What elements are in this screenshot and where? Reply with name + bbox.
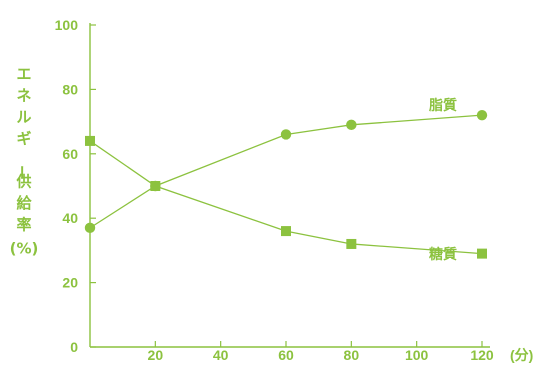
data-point-square <box>346 238 357 249</box>
y-tick-label: 100 <box>55 17 79 33</box>
y-tick-label: 40 <box>62 210 78 226</box>
y-tick-label: 60 <box>62 146 78 162</box>
data-point-square <box>85 135 95 146</box>
x-tick-label: 60 <box>278 347 294 363</box>
data-point-square <box>281 226 291 237</box>
x-tick-label: 20 <box>148 347 164 363</box>
y-tick-label: 80 <box>62 81 78 97</box>
x-tick-label: 120 <box>470 347 494 363</box>
y-axis-title: エネルギー供給率(%) <box>10 65 39 258</box>
y-tick-label: 20 <box>62 275 78 291</box>
series-group <box>84 109 488 259</box>
data-point-circle <box>476 109 488 121</box>
series-label: 脂質 <box>428 97 457 114</box>
x-axis-unit: (分) <box>510 347 533 363</box>
x-tick-label: 80 <box>344 347 360 363</box>
axes <box>89 23 490 348</box>
data-point-circle <box>84 222 96 234</box>
x-tick-label: 100 <box>405 347 429 363</box>
x-tick-label: 40 <box>213 347 229 363</box>
series-label: 糖質 <box>429 246 457 263</box>
series-line-carb <box>89 140 483 255</box>
data-point-circle <box>280 129 292 140</box>
data-point-square <box>150 181 161 191</box>
tick-labels: 0 20 40 60 80 100 20 40 60 80 100 120 (分) <box>55 17 534 363</box>
data-point-circle <box>346 119 357 131</box>
data-point-square <box>477 248 487 259</box>
y-axis-label: エネルギー供給率(%) <box>10 65 39 258</box>
y-tick-label: 0 <box>70 339 78 355</box>
